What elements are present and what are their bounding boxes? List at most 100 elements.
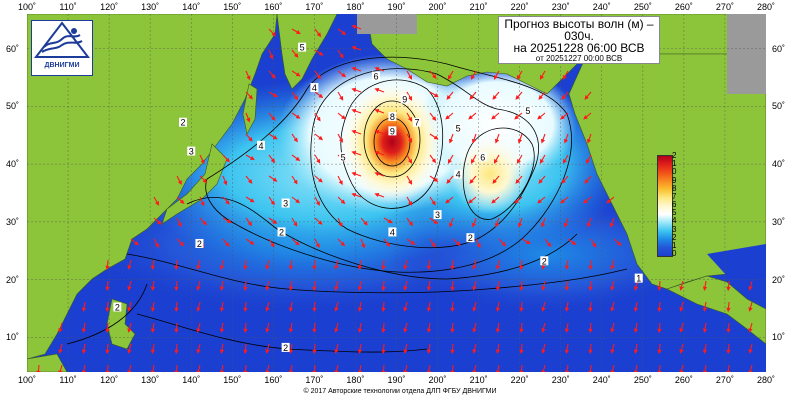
wave-arrow [494, 217, 500, 228]
contour-label: 9 [390, 126, 395, 136]
wave-arrow [268, 196, 275, 206]
lon-tick-top-260: 260˚ [674, 2, 693, 12]
wave-arrow [243, 322, 248, 334]
wave-arrow [429, 91, 439, 98]
wave-arrow [450, 322, 455, 334]
wave-arrow [374, 66, 385, 72]
forecast-lead-time: 030ч. [564, 29, 594, 43]
wave-arrow [381, 280, 386, 292]
wave-arrow [403, 343, 408, 354]
wave-arrow [314, 112, 321, 122]
contour-label-bg [413, 117, 422, 127]
wave-arrow [541, 301, 546, 312]
wave-arrow [498, 238, 506, 247]
wave-arrow [564, 259, 570, 271]
lon-tick-top-280: 280˚ [756, 2, 776, 12]
wave-arrow [288, 301, 294, 313]
contour-label: 9 [402, 95, 407, 105]
contour-2 [126, 253, 628, 294]
wave-arrow [426, 259, 432, 271]
wave-arrow [265, 280, 270, 291]
wave-arrow [403, 280, 408, 291]
contour-label: 4 [390, 227, 395, 237]
wave-arrow [199, 175, 208, 184]
wave-arrow [243, 259, 248, 271]
wave-arrow [351, 129, 362, 135]
contour-label-bg [257, 140, 266, 150]
contour-label: 5 [525, 106, 530, 116]
lon-tick-bottom-190: 190˚ [387, 375, 406, 385]
wave-arrow [541, 364, 546, 372]
wave-arrow [268, 70, 276, 79]
wave-arrow [726, 364, 731, 372]
wave-arrow [562, 154, 569, 164]
wave-arrow [429, 196, 436, 206]
wave-arrow [584, 175, 592, 184]
wave-arrow [492, 91, 500, 100]
wave-arrow [314, 49, 324, 56]
wave-arrow [609, 217, 615, 228]
wave-arrow [588, 280, 593, 292]
wave-arrow [374, 87, 385, 93]
lat-tick-right-30: 30˚ [772, 216, 786, 227]
lon-tick-top-130: 130˚ [141, 2, 160, 12]
wave-arrow [314, 70, 321, 80]
wave-arrow [475, 238, 481, 249]
lon-tick-top-270: 270˚ [715, 2, 734, 12]
wave-arrow [381, 343, 386, 355]
wave-arrow [633, 364, 639, 372]
wave-arrow [176, 238, 185, 247]
wave-arrow [174, 322, 179, 334]
contour-label-bg [478, 152, 487, 162]
contour-label-bg [400, 94, 409, 104]
lat-tick-right-10: 10˚ [772, 332, 786, 343]
wave-arrow [381, 322, 386, 334]
wave-arrow [219, 301, 225, 313]
lat-tick-right-60: 60˚ [772, 43, 786, 54]
wave-arrow [495, 259, 501, 271]
wave-arrow [702, 280, 708, 292]
wave-arrow [243, 364, 248, 372]
wave-arrow [337, 133, 343, 143]
contour-label-bg [540, 256, 549, 266]
wave-arrow [265, 301, 270, 312]
contour-label: 2 [468, 233, 473, 243]
wave-arrow [472, 343, 477, 354]
scale-label: 0 [672, 249, 677, 258]
wave-direction-arrows [36, 24, 753, 372]
wave-arrow [174, 343, 179, 355]
wave-arrow [702, 343, 708, 355]
wave-arrow [374, 192, 385, 198]
wave-arrow [748, 343, 753, 354]
lon-tick-bottom-100: 100˚ [17, 375, 37, 385]
wave-arrow [426, 280, 432, 292]
contour-label-bg [298, 42, 307, 52]
wave-arrow [105, 343, 110, 355]
lat-tick-right-40: 40˚ [772, 159, 786, 170]
wave-arrow [610, 343, 615, 354]
wave-arrow [150, 259, 156, 271]
lon-tick-bottom-270: 270˚ [715, 375, 734, 385]
wave-arrow [588, 259, 593, 271]
wave-arrow [357, 343, 363, 355]
wave-arrow [222, 154, 230, 163]
wave-arrow [450, 301, 455, 313]
wave-arrow [726, 301, 731, 313]
wave-arrow [288, 364, 294, 372]
wave-arrow [429, 112, 437, 122]
contour-7 [363, 100, 421, 178]
forecast-valid-time: на 20251228 06:00 ВСВ [513, 41, 645, 55]
wave-arrow [268, 133, 278, 140]
wave-arrow [583, 112, 592, 120]
contour-label-bg [339, 152, 348, 162]
wave-arrow [588, 301, 593, 313]
wave-arrow [288, 343, 294, 355]
land-islands-sw [27, 353, 68, 372]
wave-arrow [291, 91, 299, 101]
contour-label: 3 [283, 199, 288, 209]
wave-arrow [537, 112, 546, 120]
wave-arrow [314, 91, 324, 98]
scale-label: 5 [672, 208, 677, 218]
wave-arrow [679, 322, 684, 333]
